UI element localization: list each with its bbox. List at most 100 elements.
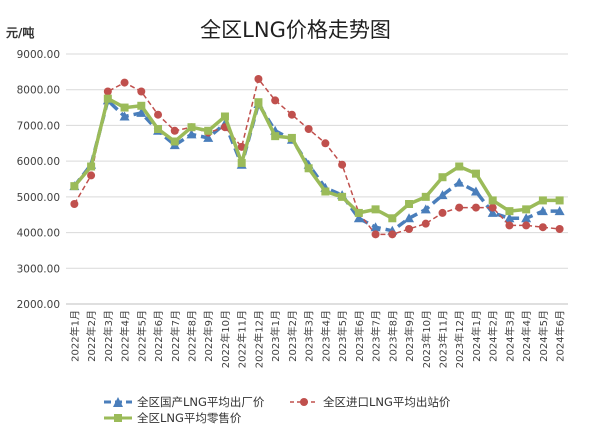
x-tick-label: 2023年12月 (453, 310, 466, 368)
x-tick-label: 2022年2月 (85, 310, 98, 362)
x-tick-label: 2023年8月 (386, 310, 399, 362)
x-axis-ticks: 2022年1月 2022年2月 2022年3月 2022年4月 2022年5月 2022年… (68, 310, 566, 368)
legend-label: 全区国产LNG平均出厂价 (137, 395, 265, 409)
y-tick-label: 2000.00 (17, 299, 60, 311)
data-point (488, 203, 497, 212)
y-axis-ticks: 2000.00 3000.00 4000.00 5000.00 6000.00 7000.… (17, 49, 60, 311)
data-point (103, 87, 112, 96)
data-point (203, 132, 214, 142)
x-tick-label: 2023年9月 (403, 310, 416, 362)
x-tick-label: 2023年1月 (269, 310, 282, 362)
data-point (70, 200, 79, 208)
y-tick-label: 8000.00 (17, 85, 60, 97)
y-tick-label: 5000.00 (17, 192, 60, 204)
data-point (455, 203, 464, 212)
series-line-2 (73, 96, 560, 221)
data-point (254, 75, 263, 83)
data-point (437, 190, 448, 200)
x-tick-label: 2023年2月 (286, 310, 299, 362)
data-point (271, 132, 280, 141)
data-point (136, 107, 147, 117)
legend-item-import: 全区进口LNG平均出站价 (289, 394, 450, 410)
gridlines (66, 53, 568, 305)
y-tick-label: 7000.00 (17, 120, 60, 132)
data-point (321, 187, 330, 196)
legend-item-domestic: 全区国产LNG平均出厂价 (103, 394, 264, 410)
data-point (438, 173, 447, 182)
data-point (287, 110, 296, 119)
data-point (304, 125, 313, 133)
y-tick-label: 4000.00 (17, 228, 60, 240)
x-tick-label: 2024年5月 (537, 310, 550, 362)
data-point (371, 205, 380, 214)
x-tick-label: 2023年11月 (437, 310, 450, 368)
data-point (504, 213, 515, 223)
x-tick-label: 2022年8月 (186, 310, 199, 362)
x-tick-label: 2023年6月 (353, 310, 366, 362)
data-point (505, 221, 514, 230)
y-axis-unit: 元/吨 (6, 26, 35, 40)
data-point (237, 158, 246, 167)
data-point (237, 142, 246, 151)
series-line-1 (73, 78, 560, 236)
data-point (438, 208, 447, 217)
data-point (137, 101, 146, 110)
data-point (204, 126, 213, 135)
data-point (70, 182, 79, 191)
x-tick-label: 2022年11月 (236, 310, 249, 368)
data-point (271, 96, 280, 105)
data-point (338, 192, 347, 201)
data-point (338, 160, 347, 169)
data-point (287, 133, 296, 142)
x-tick-label: 2022年3月 (102, 310, 115, 362)
data-point (137, 87, 146, 96)
data-point (470, 186, 481, 196)
chart-title: 全区LNG价格走势图 (200, 18, 391, 42)
x-tick-label: 2023年4月 (319, 310, 332, 362)
data-point (388, 214, 397, 223)
data-point (555, 225, 564, 233)
data-point (370, 222, 381, 232)
data-point (488, 196, 497, 205)
legend-item-retail: 全区LNG平均零售价 (103, 410, 241, 426)
x-tick-label: 2022年9月 (202, 310, 215, 362)
data-point (554, 206, 565, 216)
data-point (388, 230, 397, 239)
legend-swatch (290, 398, 318, 406)
data-point (538, 196, 547, 205)
data-point (538, 223, 547, 232)
data-point (353, 213, 364, 223)
data-point (254, 98, 263, 107)
data-point (421, 192, 430, 201)
data-point (321, 139, 330, 148)
data-point (220, 112, 229, 121)
data-point (87, 162, 96, 171)
data-point (170, 126, 179, 135)
data-point (487, 207, 498, 217)
x-tick-label: 2022年1月 (68, 310, 81, 362)
data-point (154, 125, 163, 133)
x-tick-label: 2022年10月 (219, 310, 232, 368)
legend-swatch (104, 414, 132, 422)
x-tick-label: 2022年6月 (152, 310, 165, 362)
data-point (454, 177, 465, 187)
data-point (187, 123, 196, 132)
x-tick-label: 2024年1月 (470, 310, 483, 362)
data-point (505, 207, 514, 216)
data-point (555, 196, 564, 205)
x-tick-label: 2024年2月 (487, 310, 500, 362)
data-point (186, 129, 197, 139)
data-point (354, 208, 363, 217)
data-point (154, 110, 163, 119)
x-tick-label: 2024年4月 (520, 310, 533, 362)
data-point (103, 94, 112, 103)
data-point (120, 103, 129, 112)
x-tick-label: 2023年3月 (303, 310, 316, 362)
data-point (537, 206, 548, 216)
data-point (521, 213, 532, 223)
data-point (304, 164, 313, 173)
series-line-0 (73, 98, 560, 233)
y-tick-label: 6000.00 (17, 156, 60, 168)
y-tick-label: 3000.00 (17, 263, 60, 275)
